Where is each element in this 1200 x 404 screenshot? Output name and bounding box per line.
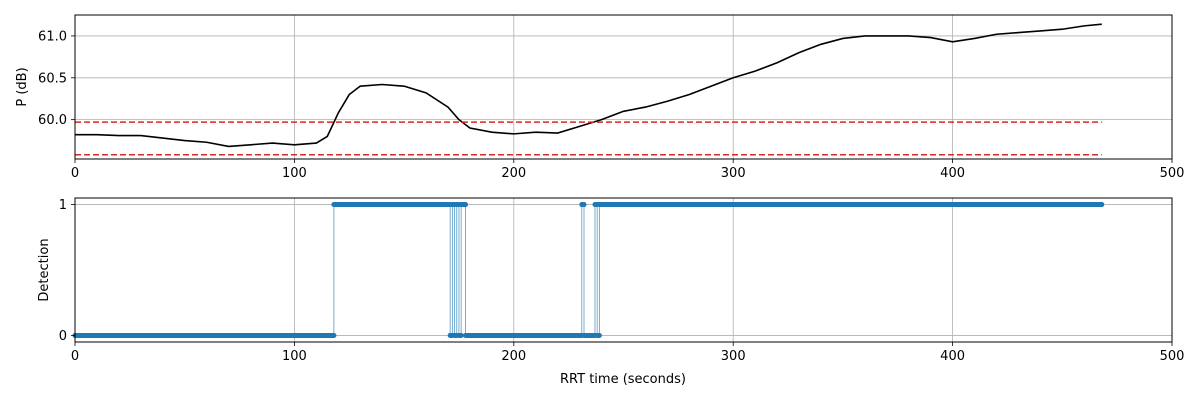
power-x-tick-label: 400 [940,166,965,181]
detection-y-axis-label: Detection [37,238,52,301]
detection-x-tick-label: 100 [282,349,307,364]
power-y-axis-label: P (dB) [15,67,30,106]
detection-y-tick-label: 0 [59,329,67,344]
detection-axes-frame [74,197,1173,343]
detection-y-tick-label: 1 [59,198,67,213]
detection-panel: 0 100 200 300 400 500 0 1 Detection RRT time (s… [37,197,1185,387]
detection-ticks: 0 100 200 300 400 500 0 1 [59,198,1185,364]
power-x-tick-label: 0 [71,166,79,181]
detection-series [72,202,1105,338]
power-ticks: 0 100 200 300 400 500 60.0 60.5 61.0 [38,29,1184,181]
detection-x-tick-label: 0 [71,349,79,364]
detection-x-tick-label: 200 [501,349,526,364]
power-axes-frame [74,14,1173,160]
detection-x-tick-label: 400 [940,349,965,364]
power-x-tick-label: 500 [1160,166,1185,181]
power-y-tick-label: 60.0 [38,113,67,128]
power-line [75,23,1102,148]
power-plot-area [75,15,1172,159]
power-y-tick-label: 60.5 [38,71,67,86]
power-series [75,23,1102,156]
power-x-tick-label: 300 [721,166,746,181]
detection-x-tick-label: 300 [721,349,746,364]
power-x-tick-label: 100 [282,166,307,181]
power-panel: 0 100 200 300 400 500 60.0 60.5 61.0 P (dB) [15,14,1184,181]
power-x-tick-label: 200 [501,166,526,181]
detection-plot-area [75,198,1172,342]
detection-x-axis-label: RRT time (seconds) [560,372,686,387]
power-y-tick-label: 61.0 [38,29,67,44]
detection-x-tick-label: 500 [1160,349,1185,364]
